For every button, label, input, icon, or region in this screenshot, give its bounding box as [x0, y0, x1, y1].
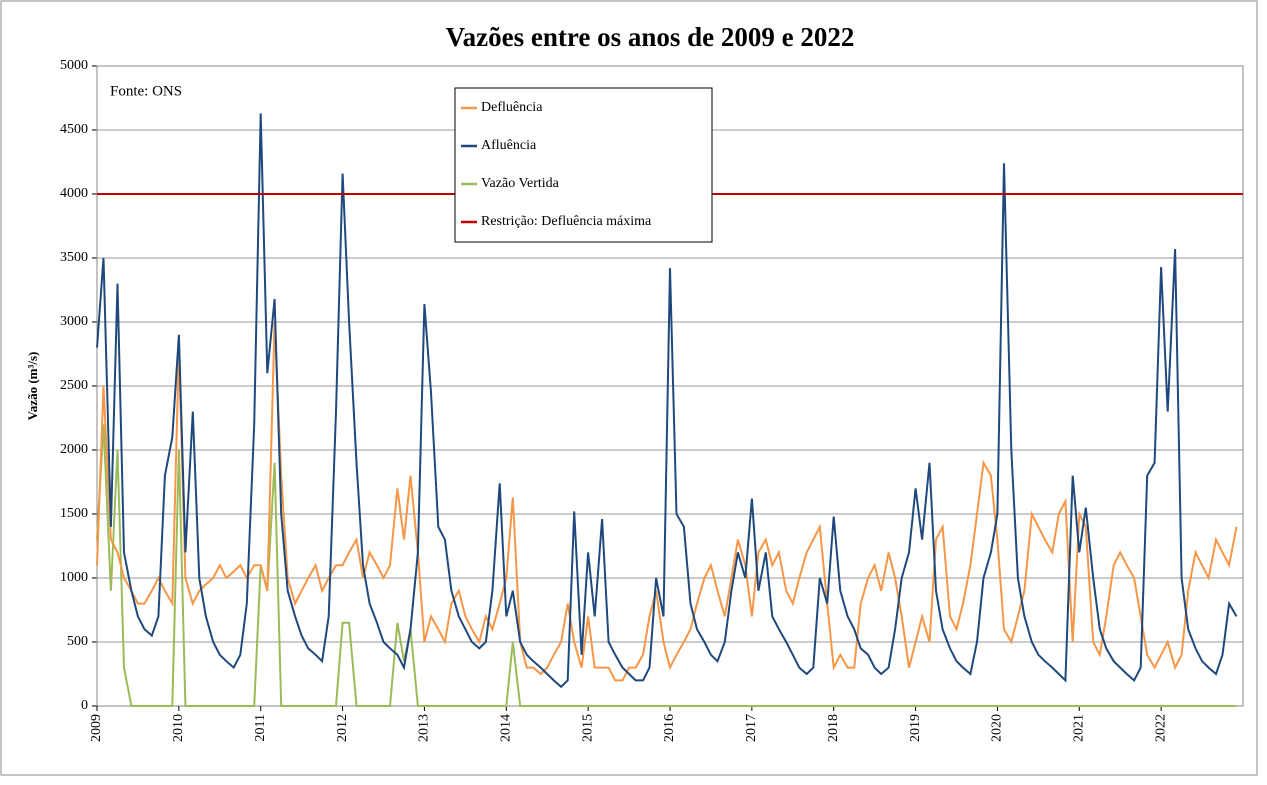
y-tick-label: 1000	[60, 570, 88, 585]
x-tick-label: 2009	[89, 714, 104, 742]
y-axis-label: Vazão (m³/s)	[25, 352, 40, 421]
x-tick-label: 2019	[908, 714, 923, 742]
x-tick-label: 2015	[580, 714, 595, 742]
legend-label: Defluência	[481, 100, 543, 115]
y-tick-label: 2000	[60, 442, 88, 457]
x-tick-label: 2020	[990, 714, 1005, 742]
x-tick-label: 2010	[171, 714, 186, 742]
source-note: Fonte: ONS	[110, 83, 182, 99]
x-tick-label: 2016	[662, 714, 677, 742]
y-tick-label: 3000	[60, 314, 88, 329]
x-tick-label: 2017	[744, 714, 759, 742]
legend-label: Restrição: Defluência máxima	[481, 214, 652, 229]
y-tick-label: 5000	[60, 58, 88, 73]
y-tick-label: 0	[81, 698, 88, 713]
legend-label: Afluência	[481, 138, 537, 153]
chart-title: Vazões entre os anos de 2009 e 2022	[446, 22, 855, 52]
y-tick-label: 500	[67, 634, 88, 649]
y-tick-label: 3500	[60, 250, 88, 265]
legend-box	[454, 87, 713, 243]
legend-label: Vazão Vertida	[481, 176, 560, 191]
data-line	[96, 113, 1238, 689]
x-tick-label: 2011	[253, 714, 268, 741]
x-tick-label: 2018	[826, 714, 841, 742]
data-line	[96, 321, 1238, 682]
y-tick-label: 4500	[60, 122, 88, 137]
y-tick-label: 1500	[60, 506, 88, 521]
x-tick-label: 2022	[1153, 714, 1168, 742]
x-tick-label: 2013	[417, 714, 432, 742]
y-tick-label: 2500	[60, 378, 88, 393]
x-tick-label: 2014	[499, 714, 514, 742]
x-tick-label: 2012	[335, 714, 350, 742]
data-line	[96, 424, 1237, 707]
x-tick-label: 2021	[1072, 714, 1087, 742]
y-tick-label: 4000	[60, 186, 88, 201]
